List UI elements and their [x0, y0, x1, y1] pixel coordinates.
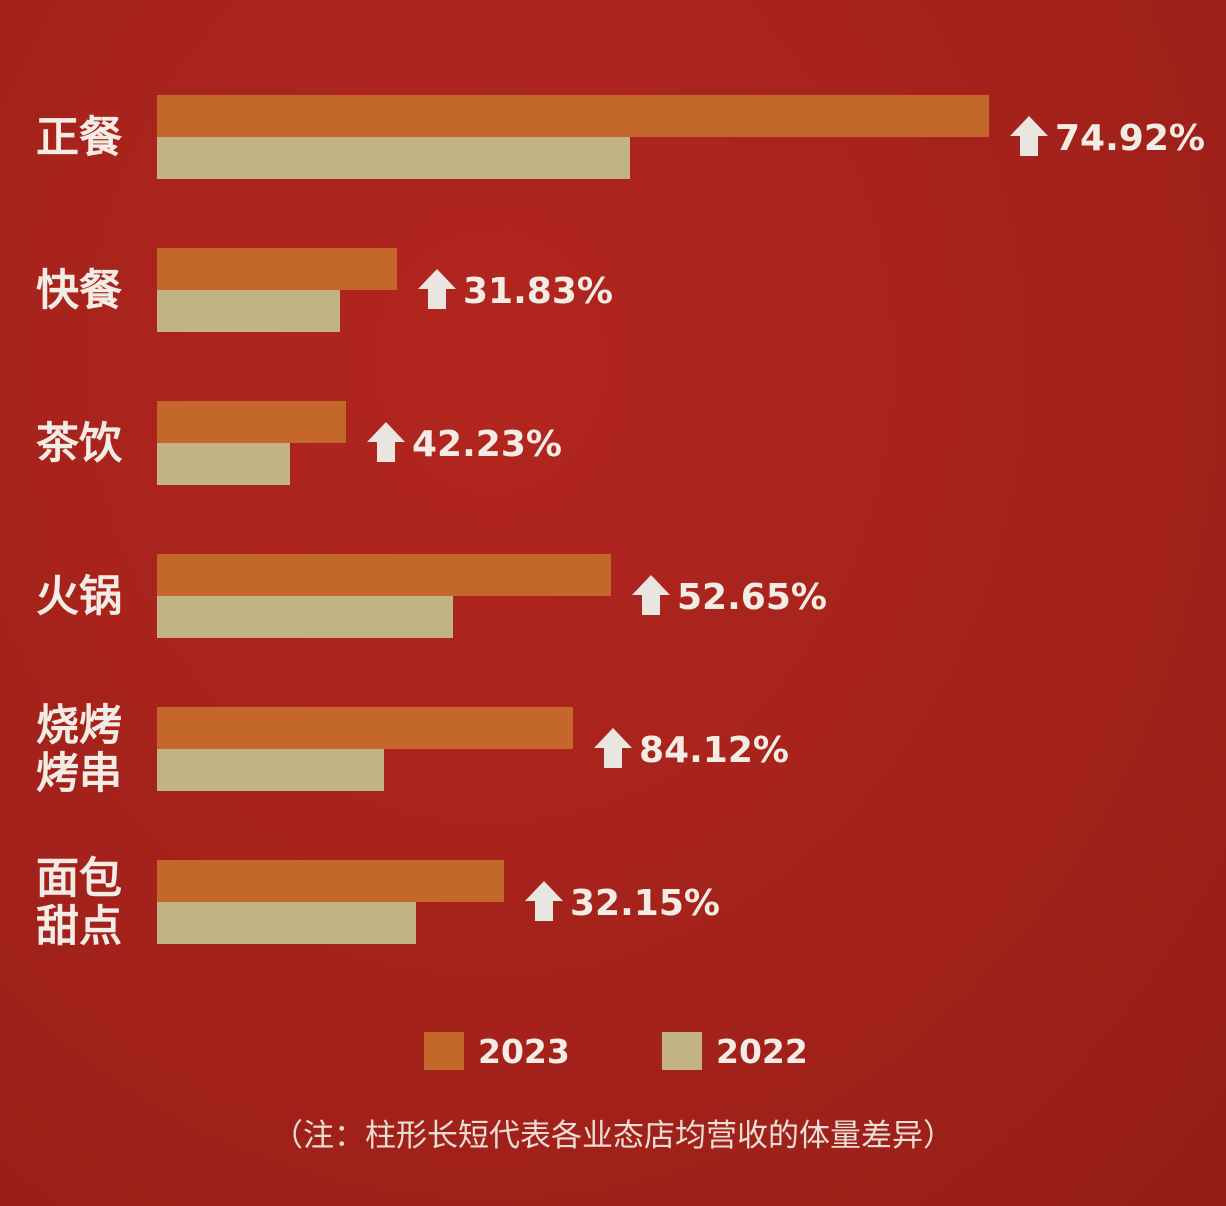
- bar-2022-0: [157, 137, 630, 179]
- category-label-4-0: 烧烤: [36, 701, 122, 751]
- category-label-1-0: 快餐: [36, 266, 123, 316]
- chart-note: （注：柱形长短代表各业态店均营收的体量差异）: [272, 1118, 954, 1154]
- arrow-up-icon: [367, 422, 405, 462]
- legend: 2023 2022: [424, 1032, 808, 1071]
- legend-label-2022: 2022: [716, 1032, 808, 1071]
- bar-2023-2: [157, 401, 346, 443]
- bars-group: [157, 95, 989, 944]
- bar-2022-4: [157, 749, 384, 791]
- arrow-up-icon: [632, 575, 670, 615]
- growth-labels: 74.92% 31.83% 42.23% 52.65% 84.12% 32.15%: [367, 116, 1205, 924]
- bar-2022-3: [157, 596, 453, 638]
- bar-2022-1: [157, 290, 340, 332]
- legend-swatch-2022: [662, 1032, 702, 1070]
- bar-2023-3: [157, 554, 611, 596]
- bar-2023-1: [157, 248, 397, 290]
- category-label-5-0: 面包: [36, 854, 122, 904]
- growth-label-5: 32.15%: [570, 883, 720, 924]
- category-label-2-0: 茶饮: [36, 419, 123, 469]
- growth-label-4: 84.12%: [639, 730, 789, 771]
- growth-label-2: 42.23%: [412, 424, 562, 465]
- category-label-3-0: 火锅: [36, 572, 122, 622]
- category-label-4-1: 烤串: [36, 749, 122, 799]
- bar-2023-5: [157, 860, 504, 902]
- arrow-up-icon: [594, 728, 632, 768]
- arrow-up-icon: [1010, 116, 1048, 156]
- legend-label-2023: 2023: [478, 1032, 570, 1071]
- bar-2023-0: [157, 95, 989, 137]
- growth-label-0: 74.92%: [1055, 118, 1205, 159]
- category-label-5-1: 甜点: [36, 902, 122, 952]
- category-label-0-0: 正餐: [36, 113, 123, 163]
- bar-2022-5: [157, 902, 416, 944]
- bar-2022-2: [157, 443, 290, 485]
- arrow-up-icon: [418, 269, 456, 309]
- legend-swatch-2023: [424, 1032, 464, 1070]
- bar-2023-4: [157, 707, 573, 749]
- growth-label-3: 52.65%: [677, 577, 827, 618]
- growth-label-1: 31.83%: [463, 271, 613, 312]
- arrow-up-icon: [525, 881, 563, 921]
